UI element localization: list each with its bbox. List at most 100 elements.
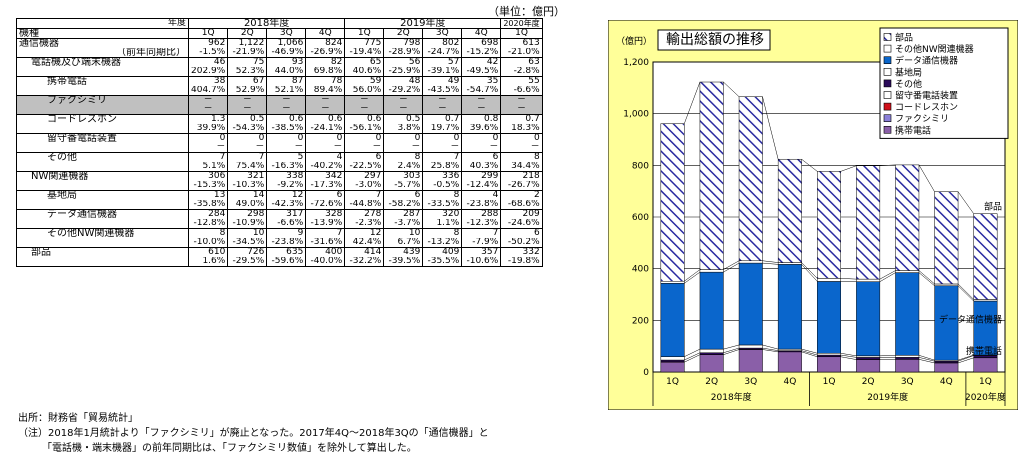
cell-yoy: -31.6%	[305, 238, 346, 248]
cell-value: 287	[383, 209, 424, 219]
cell-yoy: －	[344, 143, 385, 153]
bar-base_station	[895, 355, 920, 358]
connector-line	[684, 352, 701, 361]
cell-value: －	[305, 95, 346, 105]
row-yoy-label	[16, 257, 189, 267]
connector-line	[840, 356, 857, 360]
cell-yoy: -39.1%	[422, 67, 463, 77]
row-yoy-label: （前年同期比）	[16, 48, 189, 58]
cell-value: 284	[187, 209, 229, 219]
connector-line	[840, 165, 857, 172]
legend-label-parts: 部品	[895, 32, 913, 44]
header-quarter: 4Q	[305, 28, 346, 39]
cell-yoy: 75.4%	[227, 162, 268, 172]
cell-value: 0.6	[344, 114, 385, 124]
table-row: コードレスホン 1.3 0.5 0.6 0.6 0.6 0.5 0.7 0.8 0.7	[16, 114, 543, 124]
cell-value: 35	[461, 76, 502, 86]
row-label: 部品	[16, 247, 189, 257]
cell-value: 209	[500, 209, 543, 219]
connector-line	[957, 357, 974, 364]
row-yoy-label	[16, 238, 189, 248]
cell-value: 59	[344, 76, 385, 86]
legend-label-other_phone: その他	[895, 78, 922, 90]
table-row: 留守番電話装置 0 0 0 0 0 0 0 0 0	[16, 133, 543, 143]
cell-yoy: －	[422, 105, 463, 115]
cell-yoy: -42.3%	[266, 200, 307, 210]
header-quarter: 1Q	[500, 28, 543, 39]
cell-yoy: -12.3%	[461, 219, 502, 229]
cell-value: 6	[344, 152, 385, 162]
cell-value: 14	[227, 190, 268, 200]
cell-value: 278	[344, 209, 385, 219]
x-tick-label: 2Q	[705, 377, 718, 387]
y-tick-label: 1,200	[623, 58, 649, 68]
cell-value: 7	[187, 152, 229, 162]
cell-value: 299	[461, 171, 502, 181]
header-quarter: 1Q	[344, 28, 385, 39]
unit-label: （単位：億円）	[488, 5, 565, 18]
y-tick-label: 400	[632, 265, 649, 275]
connector-line	[918, 272, 935, 286]
cell-yoy: -24.7%	[422, 48, 463, 58]
cell-yoy: 34.4%	[500, 162, 543, 172]
source-note: 出所：財務省「貿易統計」	[18, 413, 138, 424]
cell-yoy: -49.5%	[461, 67, 502, 77]
cell-yoy: -6.6%	[266, 219, 307, 229]
cell-yoy: -25.9%	[383, 67, 424, 77]
cell-yoy: -19.4%	[344, 48, 385, 58]
connector-line	[957, 354, 974, 361]
cell-value: 298	[227, 209, 268, 219]
cell-value: 0.5	[227, 114, 268, 124]
legend-swatch-base_station	[883, 67, 892, 76]
legend-label-fax: ファクシミリ	[895, 114, 949, 125]
cell-yoy: -3.7%	[383, 219, 424, 229]
bar-mobile	[934, 362, 959, 373]
cell-yoy: －	[422, 143, 463, 153]
table-header-years: 年度 2018年度 2019年度 2020年度	[16, 18, 543, 29]
cell-yoy: -21.9%	[227, 48, 268, 58]
legend-swatch-other_nw	[883, 44, 892, 53]
cell-value: 328	[305, 209, 346, 219]
table-row-yoy: 202.9% 52.3% 44.0% 69.8% 40.6% -25.9% -39.1% -4…	[16, 67, 543, 77]
connector-line	[879, 355, 896, 357]
cell-yoy: -17.3%	[305, 181, 346, 191]
row-yoy-label	[16, 67, 189, 77]
cell-value: 6	[383, 190, 424, 200]
cell-yoy: -29.2%	[383, 86, 424, 96]
cell-value: 42	[461, 57, 502, 67]
bar-other_nw	[660, 280, 685, 284]
row-yoy-label	[16, 162, 189, 172]
cell-value: 6	[500, 228, 543, 238]
cell-value: 288	[461, 209, 502, 219]
cell-value: －	[344, 95, 385, 105]
cell-value: 8	[383, 152, 424, 162]
x-tick-label: 2Q	[862, 377, 875, 387]
connector-line	[957, 285, 974, 302]
cell-yoy: -39.5%	[383, 257, 424, 267]
cell-yoy: -9.2%	[266, 181, 307, 191]
cell-yoy: -10.0%	[187, 238, 229, 248]
bar-parts	[895, 164, 920, 271]
cell-value: 306	[187, 171, 229, 181]
cell-yoy: -44.8%	[344, 200, 385, 210]
row-label: 電話機及び端末機器	[16, 57, 189, 67]
legend-swatch-fax	[883, 114, 892, 122]
cell-value: 7	[461, 228, 502, 238]
cell-value: 56	[383, 57, 424, 67]
cell-yoy: 89.4%	[305, 86, 346, 96]
cell-value: 775	[344, 38, 385, 48]
bar-data_comm	[817, 281, 841, 354]
legend-label-other_nw: その他NW関連機器	[895, 43, 974, 55]
bar-other_phone	[660, 359, 685, 363]
bar-parts	[934, 191, 959, 285]
header-year: 2018年度	[187, 18, 346, 29]
cell-value: 1,122	[227, 38, 268, 48]
bar-mobile	[895, 359, 920, 373]
connector-line	[684, 269, 701, 282]
cell-yoy: －	[305, 143, 346, 153]
cell-yoy: -50.2%	[500, 238, 543, 248]
table-row-yoy: -10.0% -34.5% -23.8% -31.6% 42.4% 6.7% -13.2% -…	[16, 238, 543, 248]
connector-line	[801, 262, 818, 279]
cell-value: －	[266, 95, 307, 105]
row-label: データ通信機器	[16, 209, 189, 219]
